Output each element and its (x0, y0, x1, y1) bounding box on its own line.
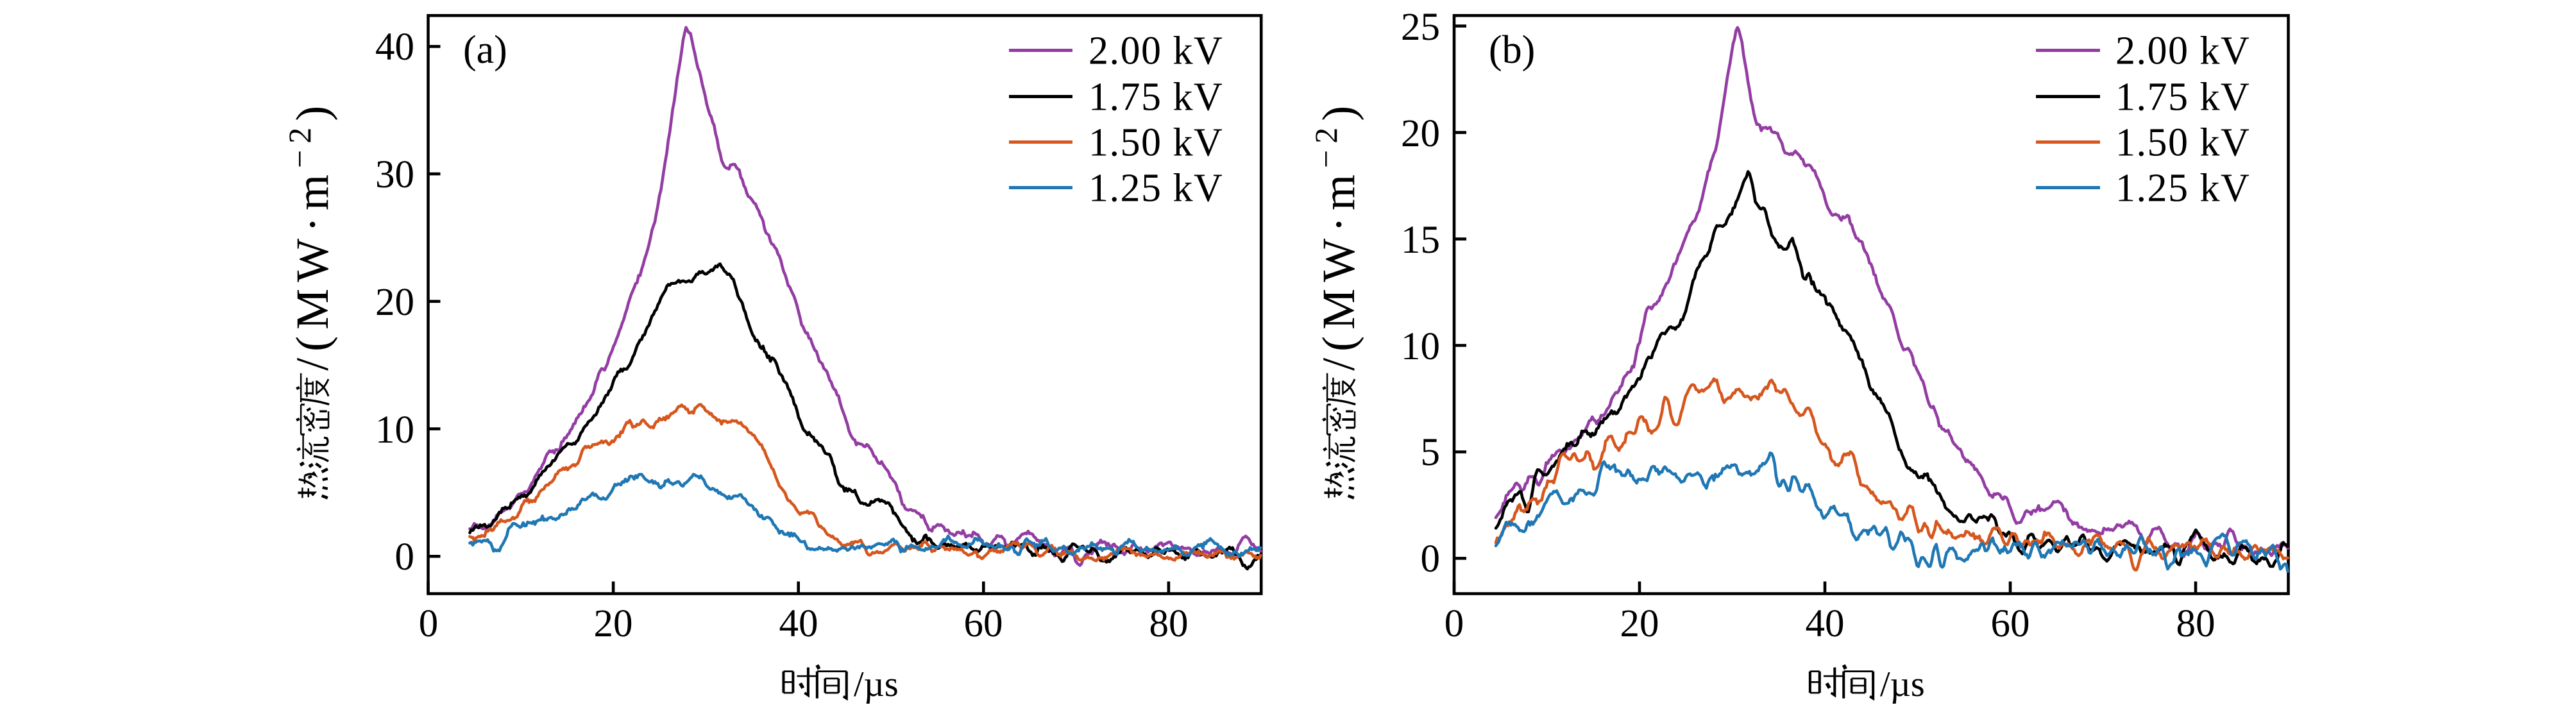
svg-text:1.50 kV: 1.50 kV (1089, 121, 1223, 165)
svg-text:/(MW·m−2): /(MW·m−2) (1308, 99, 1364, 371)
svg-text:10: 10 (1401, 325, 1440, 368)
svg-text:1.75 kV: 1.75 kV (1089, 76, 1223, 119)
svg-text:/µs: /µs (1880, 665, 1925, 704)
svg-text:1.25 kV: 1.25 kV (2115, 167, 2250, 210)
svg-text:0: 0 (419, 602, 439, 645)
svg-text:80: 80 (1149, 602, 1189, 645)
svg-text:30: 30 (375, 153, 414, 196)
svg-text:60: 60 (1991, 602, 2030, 645)
svg-text:10: 10 (375, 409, 414, 452)
svg-text:20: 20 (1401, 112, 1440, 155)
svg-text:/µs: /µs (854, 665, 899, 704)
svg-text:15: 15 (1401, 219, 1440, 262)
svg-text:0: 0 (395, 536, 415, 579)
svg-text:0: 0 (1421, 538, 1441, 581)
svg-text:1.75 kV: 1.75 kV (2115, 76, 2250, 119)
svg-text:20: 20 (375, 281, 414, 324)
svg-text:2.00 kV: 2.00 kV (2115, 30, 2250, 73)
svg-text:2.00 kV: 2.00 kV (1089, 30, 1223, 73)
svg-text:40: 40 (779, 602, 818, 645)
svg-text:40: 40 (375, 26, 414, 69)
svg-text:25: 25 (1401, 6, 1440, 49)
svg-text:1.25 kV: 1.25 kV (1089, 167, 1223, 210)
svg-text:60: 60 (964, 602, 1003, 645)
svg-text:5: 5 (1421, 431, 1441, 474)
svg-text:1.50 kV: 1.50 kV (2115, 121, 2250, 165)
svg-text:(b): (b) (1489, 28, 1535, 72)
svg-text:0: 0 (1445, 602, 1464, 645)
svg-text:80: 80 (2176, 602, 2216, 645)
svg-text:40: 40 (1806, 602, 1845, 645)
svg-text:20: 20 (594, 602, 633, 645)
svg-text:20: 20 (1620, 602, 1659, 645)
svg-text:(a): (a) (463, 28, 507, 72)
